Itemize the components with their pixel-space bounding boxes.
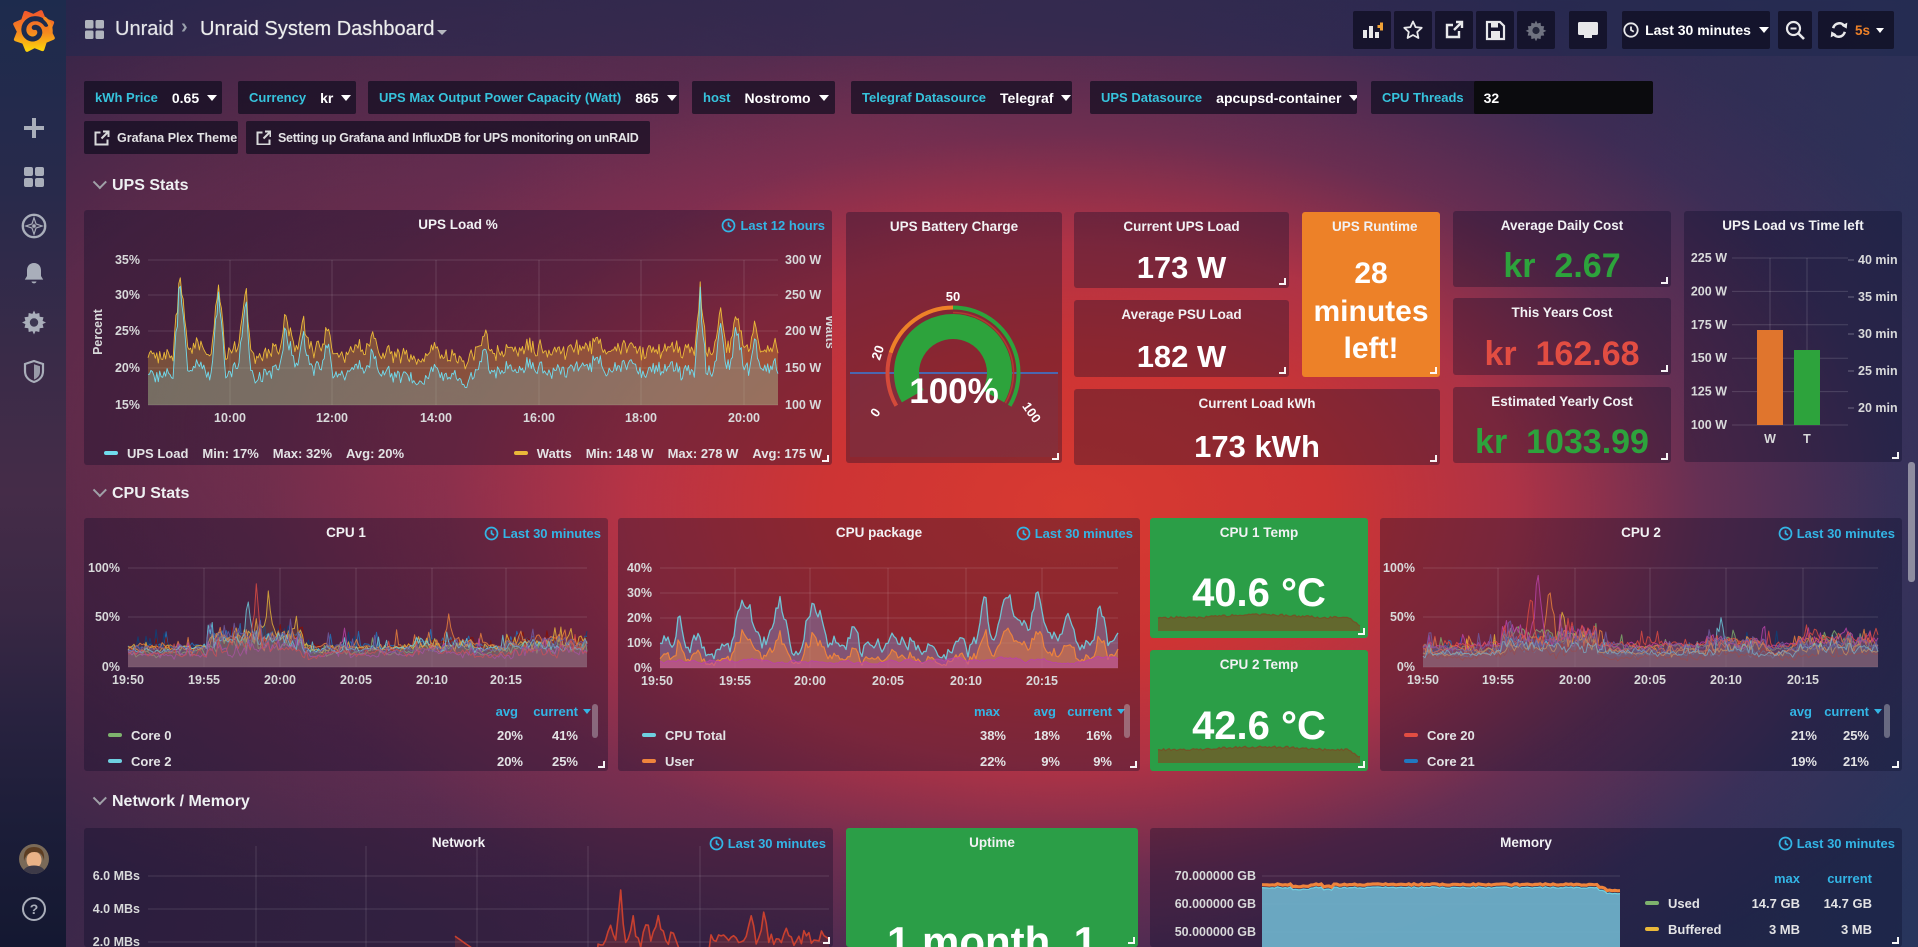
svg-text:19:50: 19:50 <box>641 674 673 688</box>
svg-text:0%: 0% <box>102 660 120 674</box>
svg-text:100 W: 100 W <box>1691 418 1727 432</box>
svg-text:20%: 20% <box>627 611 652 625</box>
svg-text:20%: 20% <box>115 361 140 375</box>
svg-text:300 W: 300 W <box>785 253 821 267</box>
svg-text:225 W: 225 W <box>1691 251 1727 265</box>
svg-text:19:50: 19:50 <box>1407 673 1439 687</box>
svg-text:20:05: 20:05 <box>872 674 904 688</box>
svg-text:20:10: 20:10 <box>1710 673 1742 687</box>
svg-text:19:55: 19:55 <box>1482 673 1514 687</box>
svg-text:150 W: 150 W <box>1691 351 1727 365</box>
svg-text:250 W: 250 W <box>785 288 821 302</box>
svg-text:35 min: 35 min <box>1858 290 1898 304</box>
svg-text:20:05: 20:05 <box>340 673 372 687</box>
svg-text:30 min: 30 min <box>1858 327 1898 341</box>
svg-text:20:10: 20:10 <box>950 674 982 688</box>
svg-text:20:00: 20:00 <box>1559 673 1591 687</box>
svg-text:0%: 0% <box>634 661 652 675</box>
svg-text:100 W: 100 W <box>785 398 821 412</box>
svg-text:20:15: 20:15 <box>490 673 522 687</box>
svg-text:200 W: 200 W <box>1691 284 1727 298</box>
svg-text:16:00: 16:00 <box>523 411 555 425</box>
svg-text:50%: 50% <box>95 610 120 624</box>
svg-text:W: W <box>1764 432 1776 446</box>
svg-text:15%: 15% <box>115 398 140 412</box>
svg-text:19:55: 19:55 <box>188 673 220 687</box>
svg-text:19:55: 19:55 <box>719 674 751 688</box>
svg-text:175 W: 175 W <box>1691 318 1727 332</box>
svg-text:14:00: 14:00 <box>420 411 452 425</box>
svg-text:10:00: 10:00 <box>214 411 246 425</box>
svg-text:40%: 40% <box>627 561 652 575</box>
svg-text:Percent: Percent <box>91 308 105 355</box>
svg-text:20:10: 20:10 <box>416 673 448 687</box>
svg-text:50%: 50% <box>1390 610 1415 624</box>
svg-text:200 W: 200 W <box>785 324 821 338</box>
svg-text:100%: 100% <box>88 561 120 575</box>
svg-text:T: T <box>1803 432 1811 446</box>
svg-text:0%: 0% <box>1397 660 1415 674</box>
svg-text:20:00: 20:00 <box>794 674 826 688</box>
svg-text:50: 50 <box>946 289 960 304</box>
svg-text:25%: 25% <box>115 324 140 338</box>
svg-text:4.0 MBs: 4.0 MBs <box>93 902 140 916</box>
svg-text:12:00: 12:00 <box>316 411 348 425</box>
svg-text:30%: 30% <box>115 288 140 302</box>
svg-text:30%: 30% <box>627 586 652 600</box>
svg-text:60.000000 GB: 60.000000 GB <box>1175 897 1256 911</box>
svg-text:40 min: 40 min <box>1858 253 1898 267</box>
svg-text:20:00: 20:00 <box>728 411 760 425</box>
svg-text:20 min: 20 min <box>1858 401 1898 415</box>
svg-text:35%: 35% <box>115 253 140 267</box>
svg-text:19:50: 19:50 <box>112 673 144 687</box>
svg-text:20: 20 <box>868 343 887 361</box>
svg-text:20:05: 20:05 <box>1634 673 1666 687</box>
svg-text:Watts: Watts <box>823 315 832 349</box>
svg-text:70.000000 GB: 70.000000 GB <box>1175 869 1256 883</box>
svg-text:?: ? <box>30 901 39 917</box>
svg-text:150 W: 150 W <box>785 361 821 375</box>
svg-text:20:15: 20:15 <box>1026 674 1058 688</box>
svg-text:50.000000 GB: 50.000000 GB <box>1175 925 1256 939</box>
svg-text:2.0 MBs: 2.0 MBs <box>93 935 140 947</box>
svg-text:10%: 10% <box>627 636 652 650</box>
svg-text:100%: 100% <box>1383 561 1415 575</box>
svg-text:125 W: 125 W <box>1691 385 1727 399</box>
svg-text:20:00: 20:00 <box>264 673 296 687</box>
svg-text:25 min: 25 min <box>1858 364 1898 378</box>
svg-text:20:15: 20:15 <box>1787 673 1819 687</box>
svg-text:6.0 MBs: 6.0 MBs <box>93 869 140 883</box>
svg-text:18:00: 18:00 <box>625 411 657 425</box>
